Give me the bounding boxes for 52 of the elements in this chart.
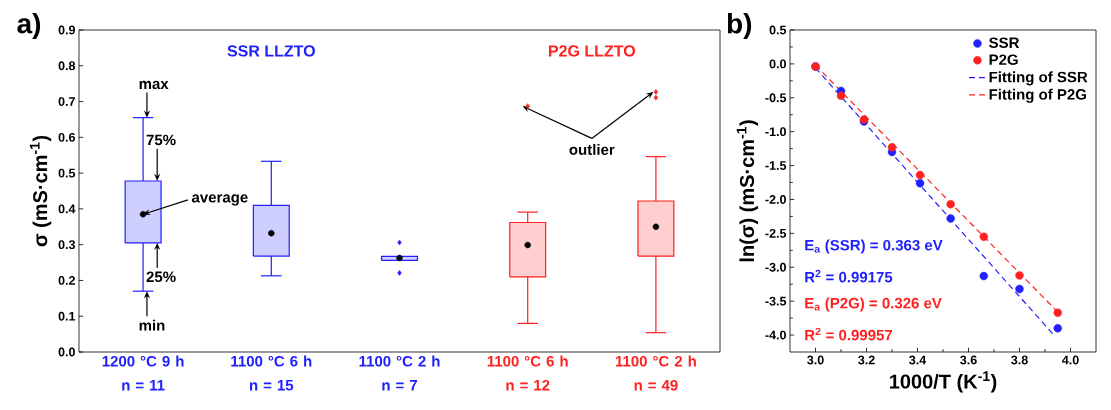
y-tick-label: 0.2 [58,276,75,285]
legend-label: Fitting of SSR [989,71,1088,86]
x-tick-label: 3.8 [1011,355,1028,365]
x-tick-label: 1100 °C 2 h n = 7 [359,355,440,391]
legend-label: P2G [989,54,1018,65]
y-tick-label: 0.9 [58,25,76,35]
y-tick-label: -3.5 [765,296,787,306]
y-tick-label: -4.0 [765,330,786,340]
y-tick-label: -0.5 [765,93,787,103]
x-tick-label: 1200 °C 9 h n = 11 [102,355,184,391]
y-tick-label: -3.0 [765,262,786,272]
y-tick-label: 0.5 [58,168,76,178]
text: SSR LLZTO [227,45,315,57]
annotation: min [139,319,165,331]
annotation: E$_{a}$ (SSR) = 0.363 eV [805,239,943,254]
x-tick-label: 1100 °C 6 h n = 12 [487,355,568,391]
chart-title: a) [17,12,41,40]
annotation: 75% [146,134,176,146]
y-tick-label: 0.6 [58,132,76,142]
y-tick-label: 0.7 [58,97,75,106]
y-tick-label: 0.1 [58,311,76,321]
text: P2G LLZTO [549,45,636,57]
y-tick-label: 0.0 [58,347,75,357]
y-axis-title: σ (mS·cm$^{-1}$) [29,135,52,247]
y-tick-label: 0.5 [769,25,787,35]
legend-label: SSR [989,37,1020,49]
x-tick-label: 3.6 [960,355,977,365]
y-tick-label: -2.5 [765,228,787,238]
x-tick-label: 1100 °C 6 h n = 15 [231,355,312,391]
x-axis-title: 1000/T (K$^{-1}$) [890,371,997,393]
x-tick-label: 3.0 [807,355,824,365]
annotation: outlier [569,143,615,155]
legend-label: Fitting of P2G [989,88,1086,103]
y-tick-label: -2.0 [765,195,786,204]
chart-title: b) [727,12,752,40]
annotation: average [191,194,248,206]
x-tick-label: 3.4 [909,355,927,365]
y-tick-label: 0.8 [58,61,76,71]
x-tick-label: 3.2 [858,355,875,365]
annotation: 25% [146,271,176,283]
annotation: R$^{2}$ = 0.99175 [805,269,893,283]
y-tick-label: -1.0 [765,127,786,137]
y-axis-title: ln(σ) (mS·cm$^{-1}$) [736,120,759,262]
y-tick-label: 0.0 [769,59,786,69]
x-tick-label: 4.0 [1062,355,1079,365]
y-tick-label: 0.3 [58,240,76,250]
annotation: E$_{a}$ (P2G) = 0.326 eV [805,297,942,312]
x-tick-label: 1100 °C 2 h n = 49 [615,355,696,391]
annotation: R$^{2}$ = 0.99957 [805,327,893,341]
annotation: max [139,80,169,90]
y-tick-label: -1.5 [765,161,787,170]
y-tick-label: 0.4 [58,204,76,214]
